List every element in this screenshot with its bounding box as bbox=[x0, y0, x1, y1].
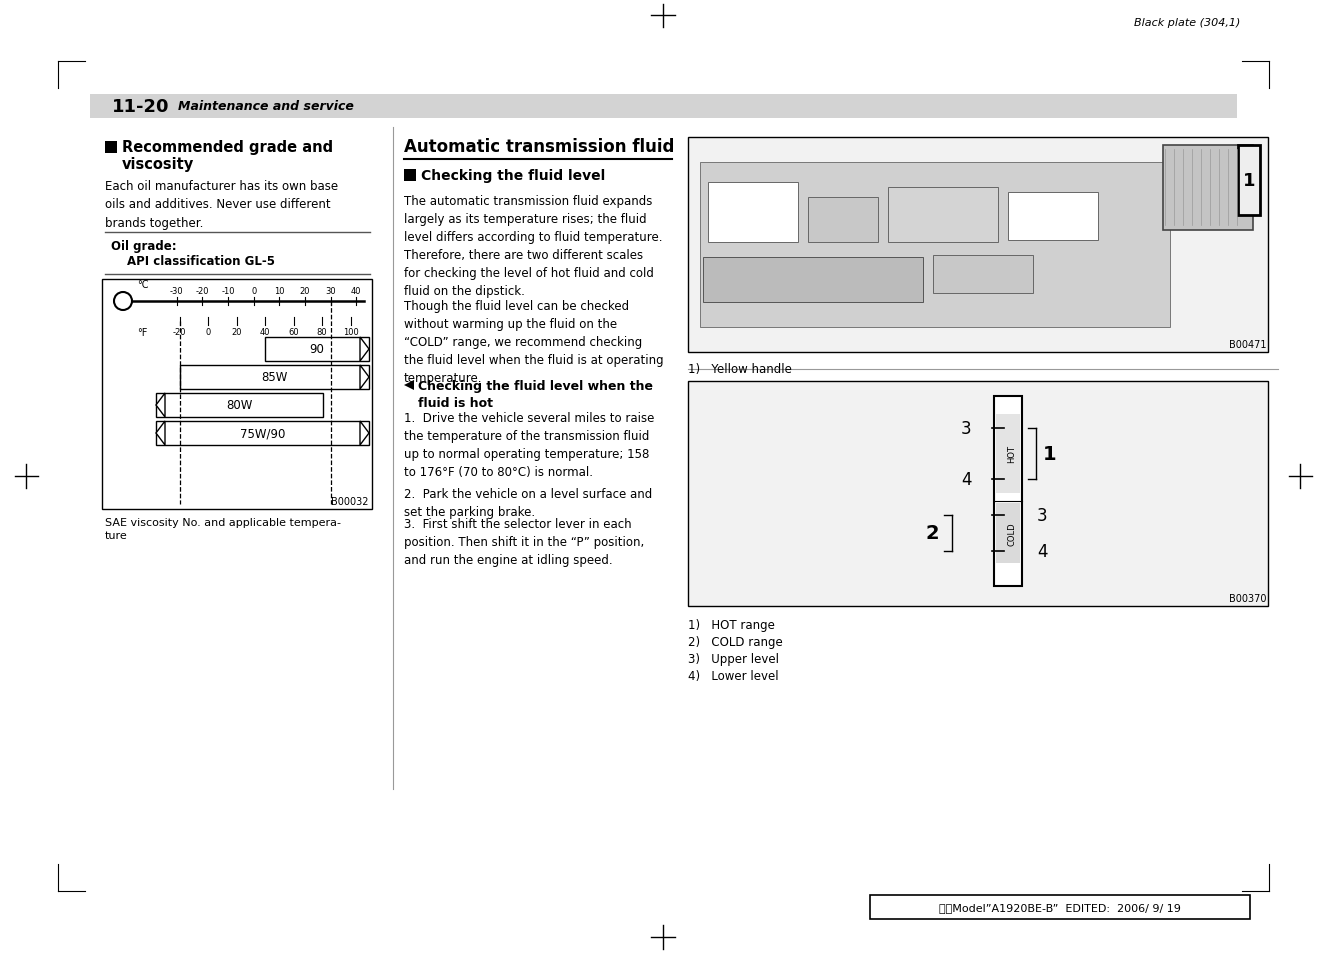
Text: The automatic transmission fluid expands
largely as its temperature rises; the f: The automatic transmission fluid expands… bbox=[403, 194, 662, 297]
Text: 30: 30 bbox=[325, 287, 336, 295]
Text: B00032: B00032 bbox=[332, 497, 369, 506]
Bar bbox=[179, 366, 369, 390]
Bar bbox=[997, 415, 1020, 494]
Text: 85W: 85W bbox=[261, 371, 288, 384]
Bar bbox=[997, 503, 1020, 563]
Text: 2.  Park the vehicle on a level surface and
set the parking brake.: 2. Park the vehicle on a level surface a… bbox=[403, 488, 653, 518]
Text: API classification GL-5: API classification GL-5 bbox=[127, 254, 275, 268]
Text: 20: 20 bbox=[300, 287, 311, 295]
Text: 3)   Upper level: 3) Upper level bbox=[687, 652, 779, 665]
Text: COLD: COLD bbox=[1007, 521, 1016, 545]
Polygon shape bbox=[157, 394, 165, 417]
Text: °C: °C bbox=[137, 280, 149, 290]
Text: 4: 4 bbox=[961, 471, 971, 489]
Polygon shape bbox=[403, 380, 414, 391]
Polygon shape bbox=[360, 366, 369, 390]
Text: 75W/90: 75W/90 bbox=[240, 427, 285, 440]
Bar bbox=[871, 895, 1250, 919]
Text: 20: 20 bbox=[231, 328, 242, 336]
Text: Checking the fluid level: Checking the fluid level bbox=[421, 169, 605, 183]
Text: 1)   Yellow handle: 1) Yellow handle bbox=[687, 363, 792, 375]
Text: 90: 90 bbox=[309, 343, 325, 356]
Text: -10: -10 bbox=[222, 287, 235, 295]
Text: 0: 0 bbox=[206, 328, 211, 336]
Bar bbox=[709, 183, 798, 243]
Text: Black plate (304,1): Black plate (304,1) bbox=[1133, 18, 1239, 28]
Polygon shape bbox=[157, 421, 165, 446]
Text: 11-20: 11-20 bbox=[111, 98, 170, 116]
Text: 4)   Lower level: 4) Lower level bbox=[687, 669, 779, 682]
Text: Automatic transmission fluid: Automatic transmission fluid bbox=[403, 138, 674, 156]
Text: -20: -20 bbox=[195, 287, 210, 295]
Text: -30: -30 bbox=[170, 287, 183, 295]
Text: Each oil manufacturer has its own base
oils and additives. Never use different
b: Each oil manufacturer has its own base o… bbox=[105, 180, 338, 230]
Text: 3: 3 bbox=[1036, 506, 1047, 524]
Bar bbox=[808, 198, 878, 243]
Text: Though the fluid level can be checked
without warming up the fluid on the
“COLD”: Though the fluid level can be checked wi… bbox=[403, 299, 664, 385]
Bar bbox=[157, 394, 322, 417]
Bar bbox=[1238, 146, 1261, 215]
Text: 10: 10 bbox=[275, 287, 284, 295]
Text: 3.  First shift the selector lever in each
position. Then shift it in the “P” po: 3. First shift the selector lever in eac… bbox=[403, 517, 644, 566]
Text: 1: 1 bbox=[1243, 172, 1255, 190]
Text: 2)   COLD range: 2) COLD range bbox=[687, 636, 783, 648]
Bar bbox=[102, 280, 372, 510]
Text: 0: 0 bbox=[251, 287, 256, 295]
Circle shape bbox=[114, 293, 131, 311]
Bar bbox=[687, 381, 1269, 606]
Bar bbox=[1162, 146, 1253, 231]
Text: °F: °F bbox=[137, 328, 147, 337]
Text: 40: 40 bbox=[260, 328, 271, 336]
Text: 80: 80 bbox=[317, 328, 328, 336]
Text: B00370: B00370 bbox=[1229, 594, 1266, 603]
Bar bbox=[157, 421, 369, 446]
Text: 40: 40 bbox=[352, 287, 361, 295]
Bar bbox=[703, 257, 924, 303]
Text: 北米Model”A1920BE-B”  EDITED:  2006/ 9/ 19: 北米Model”A1920BE-B” EDITED: 2006/ 9/ 19 bbox=[940, 902, 1181, 912]
Bar bbox=[994, 396, 1022, 586]
Text: 100: 100 bbox=[342, 328, 358, 336]
Text: Maintenance and service: Maintenance and service bbox=[178, 100, 354, 113]
Text: B00471: B00471 bbox=[1229, 339, 1266, 350]
Text: SAE viscosity No. and applicable tempera-
ture: SAE viscosity No. and applicable tempera… bbox=[105, 517, 341, 540]
Text: 1)   HOT range: 1) HOT range bbox=[687, 618, 775, 631]
Polygon shape bbox=[360, 421, 369, 446]
Bar bbox=[105, 142, 117, 153]
Text: 80W: 80W bbox=[227, 399, 252, 412]
Text: 1.  Drive the vehicle several miles to raise
the temperature of the transmission: 1. Drive the vehicle several miles to ra… bbox=[403, 412, 654, 478]
Text: -20: -20 bbox=[173, 328, 186, 336]
Text: Checking the fluid level when the
fluid is hot: Checking the fluid level when the fluid … bbox=[418, 379, 653, 410]
Text: viscosity: viscosity bbox=[122, 157, 194, 172]
Text: Recommended grade and: Recommended grade and bbox=[122, 140, 333, 154]
Bar bbox=[403, 170, 415, 182]
Text: 3: 3 bbox=[961, 419, 971, 437]
Bar bbox=[1009, 193, 1097, 241]
Bar bbox=[265, 337, 369, 361]
Bar bbox=[90, 95, 1237, 119]
Bar bbox=[701, 163, 1170, 328]
Text: 60: 60 bbox=[288, 328, 299, 336]
Polygon shape bbox=[360, 337, 369, 361]
Bar bbox=[933, 255, 1032, 294]
Bar bbox=[888, 188, 998, 243]
Text: HOT: HOT bbox=[1007, 445, 1016, 463]
Text: 4: 4 bbox=[1036, 542, 1047, 560]
Bar bbox=[687, 138, 1269, 353]
Text: 2: 2 bbox=[925, 524, 938, 543]
Text: 1: 1 bbox=[1043, 444, 1056, 463]
Text: Oil grade:: Oil grade: bbox=[111, 240, 176, 253]
